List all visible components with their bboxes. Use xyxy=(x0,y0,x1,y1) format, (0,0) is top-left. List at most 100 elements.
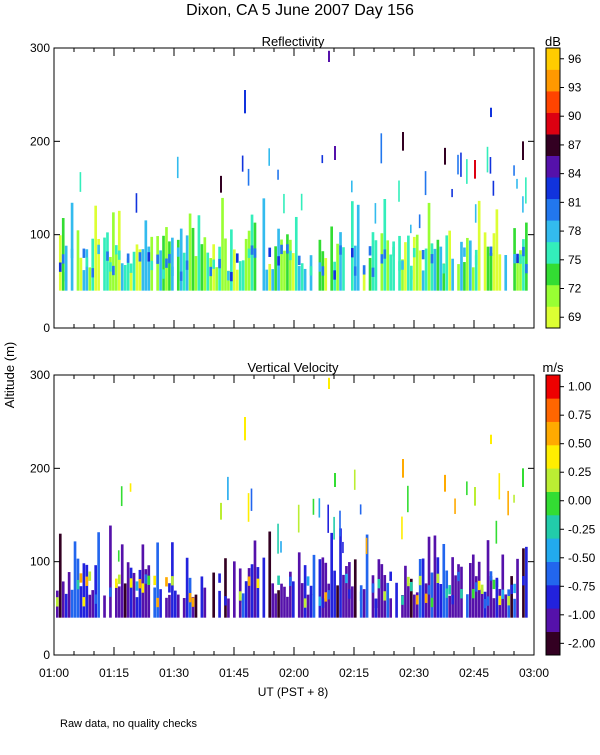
echo-cell xyxy=(424,593,428,603)
echo-column xyxy=(67,572,71,618)
echo-cell xyxy=(489,246,493,256)
echo-column xyxy=(256,567,260,618)
echo-cell xyxy=(70,248,74,259)
echo-column xyxy=(309,594,313,618)
echo-cell xyxy=(117,550,120,562)
echo-cell xyxy=(126,253,130,263)
echo-column xyxy=(153,587,157,618)
echo-cell xyxy=(312,498,315,515)
echo-column xyxy=(253,540,257,618)
echo-column xyxy=(522,239,525,291)
echo-cell xyxy=(250,488,253,511)
echo-cell xyxy=(277,169,279,180)
x-tick-label: 01:00 xyxy=(39,666,69,680)
echo-cell xyxy=(418,214,421,229)
echo-cell xyxy=(516,253,519,264)
echo-column xyxy=(436,239,440,291)
echo-cell xyxy=(129,578,133,588)
echo-column xyxy=(471,554,475,618)
echo-column xyxy=(339,528,342,618)
y-tick-label: 300 xyxy=(30,368,50,382)
echo-cell xyxy=(188,592,192,603)
echo-cell xyxy=(185,260,189,270)
echo-column xyxy=(61,581,65,618)
echo-column xyxy=(510,576,513,618)
echo-column xyxy=(97,238,100,291)
echo-cell xyxy=(117,574,121,584)
echo-column xyxy=(516,257,519,291)
echo-column xyxy=(392,241,395,291)
echo-cell xyxy=(359,591,363,602)
echo-cell xyxy=(91,268,95,278)
echo-column xyxy=(135,244,139,291)
echo-cell xyxy=(176,156,179,179)
echo-column xyxy=(58,533,62,618)
y-ticks: 0 100 200 300 xyxy=(30,41,534,335)
echo-cell xyxy=(513,254,516,264)
echo-cell xyxy=(389,571,393,581)
echo-column xyxy=(141,544,145,618)
echo-cell xyxy=(380,254,384,264)
echo-column xyxy=(117,586,121,618)
colorbar-swatch xyxy=(546,561,560,586)
echo-column xyxy=(144,220,148,291)
echo-column xyxy=(70,202,74,291)
echo-column xyxy=(404,242,407,291)
echo-column xyxy=(97,532,100,618)
echo-column xyxy=(120,263,124,291)
y-tick-label: 100 xyxy=(30,555,50,569)
echo-column xyxy=(94,205,98,291)
echo-column xyxy=(412,594,416,618)
echo-column xyxy=(463,262,466,291)
echo-cell xyxy=(144,574,148,584)
echo-cell xyxy=(64,271,68,282)
echo-cell xyxy=(168,583,171,593)
echo-column xyxy=(109,525,112,618)
echo-column xyxy=(203,237,207,291)
echo-column xyxy=(401,259,404,291)
echo-column xyxy=(262,198,266,291)
echo-column xyxy=(94,565,98,618)
echo-cell xyxy=(241,155,244,172)
echo-column xyxy=(176,239,180,291)
colorbar-swatch xyxy=(546,241,560,264)
echo-column xyxy=(306,594,310,618)
echo-cell xyxy=(368,246,372,256)
echo-cell xyxy=(424,171,427,196)
colorbar-label: 69 xyxy=(568,310,582,324)
echo-column xyxy=(407,583,410,618)
echo-cell xyxy=(230,271,233,282)
echo-column xyxy=(336,585,339,618)
echo-cell xyxy=(430,597,434,608)
echo-column xyxy=(359,585,363,618)
echo-cell xyxy=(492,180,495,196)
echo-cell xyxy=(451,594,454,605)
echo-column xyxy=(123,265,127,291)
echo-column xyxy=(451,557,454,618)
colorbar-units: m/s xyxy=(543,360,564,375)
echo-column xyxy=(495,579,499,618)
echo-cell xyxy=(247,576,251,586)
echo-cell xyxy=(333,270,336,280)
echo-cell xyxy=(421,249,425,260)
echo-column xyxy=(132,251,136,291)
colorbar-swatch xyxy=(546,91,560,113)
echo-column xyxy=(389,598,393,618)
echo-cell xyxy=(451,188,453,198)
y-tick-label: 200 xyxy=(30,134,50,148)
echo-cell xyxy=(483,598,487,609)
echo-column xyxy=(235,269,239,291)
y-tick-label: 300 xyxy=(30,41,50,55)
echo-cell xyxy=(513,165,515,176)
echo-cell xyxy=(492,579,496,590)
echo-column xyxy=(268,263,272,291)
echo-column xyxy=(129,271,133,291)
colorbar-swatch xyxy=(546,491,560,516)
echo-cell xyxy=(300,193,303,211)
echo-cell xyxy=(415,595,419,605)
echo-cell xyxy=(135,581,139,591)
echo-column xyxy=(274,246,277,291)
echo-column xyxy=(135,597,139,618)
echo-column xyxy=(469,240,472,291)
